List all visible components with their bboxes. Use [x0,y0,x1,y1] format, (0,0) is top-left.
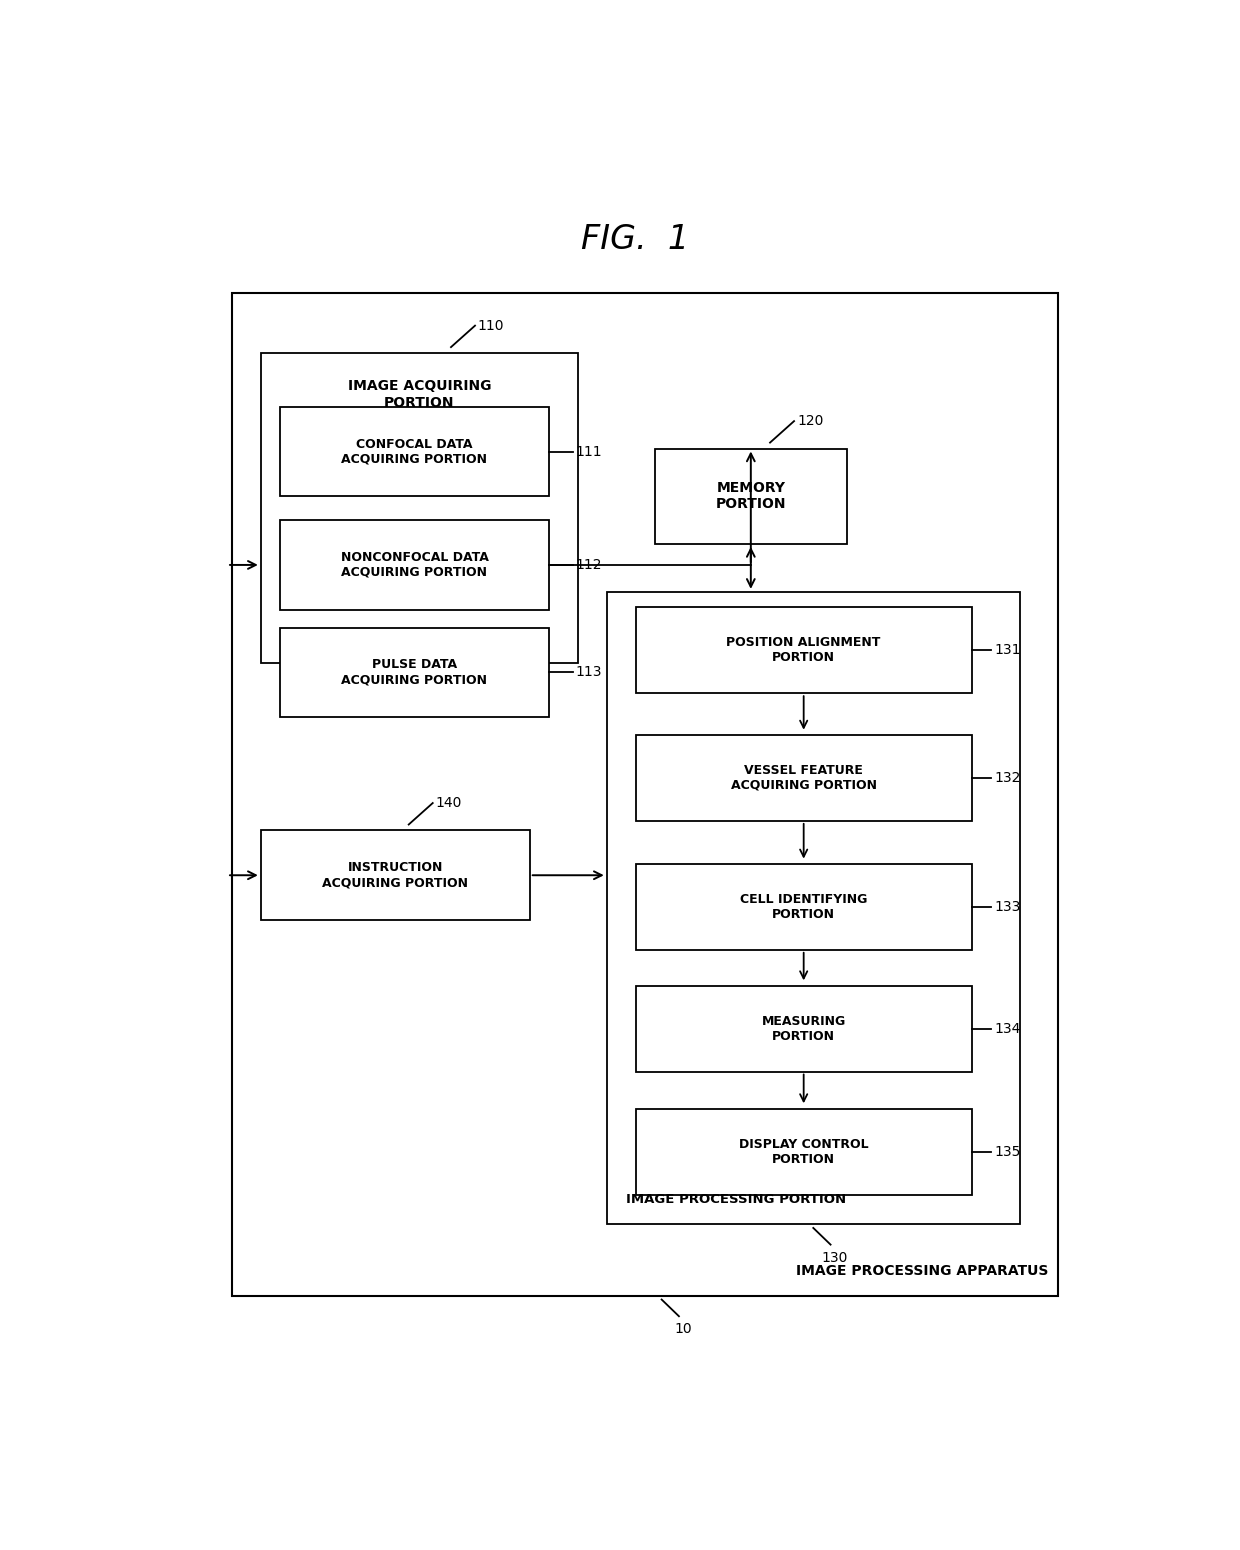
Bar [260,353,578,663]
Text: 132: 132 [994,770,1021,784]
Text: IMAGE PROCESSING APPARATUS: IMAGE PROCESSING APPARATUS [796,1265,1049,1279]
Text: 113: 113 [575,665,603,679]
Text: POSITION ALIGNMENT
PORTION: POSITION ALIGNMENT PORTION [727,636,880,665]
Text: INSTRUCTION
ACQUIRING PORTION: INSTRUCTION ACQUIRING PORTION [322,862,469,890]
Bar [635,608,972,693]
Bar [280,406,549,496]
Text: FIG.  1: FIG. 1 [582,223,689,256]
Text: DISPLAY CONTROL
PORTION: DISPLAY CONTROL PORTION [739,1138,868,1166]
Text: 140: 140 [435,797,463,811]
Bar [635,986,972,1071]
Text: CELL IDENTIFYING
PORTION: CELL IDENTIFYING PORTION [740,893,867,921]
Text: PULSE DATA
ACQUIRING PORTION: PULSE DATA ACQUIRING PORTION [341,659,487,687]
Text: 135: 135 [994,1144,1021,1158]
Text: 134: 134 [994,1021,1021,1035]
Text: CONFOCAL DATA
ACQUIRING PORTION: CONFOCAL DATA ACQUIRING PORTION [341,437,487,465]
Bar [635,863,972,950]
Bar [232,293,1059,1296]
Bar [635,1108,972,1195]
Text: 131: 131 [994,643,1021,657]
Bar [655,448,847,544]
Text: MEMORY
PORTION: MEMORY PORTION [715,480,786,512]
Text: MEASURING
PORTION: MEASURING PORTION [761,1015,846,1043]
Text: 112: 112 [575,558,603,572]
Text: 111: 111 [575,445,603,459]
Bar [260,831,529,921]
Text: VESSEL FEATURE
ACQUIRING PORTION: VESSEL FEATURE ACQUIRING PORTION [730,764,877,792]
Text: 10: 10 [675,1322,692,1336]
Bar [280,521,549,609]
Bar [280,628,549,718]
Text: 120: 120 [797,414,823,428]
Text: NONCONFOCAL DATA
ACQUIRING PORTION: NONCONFOCAL DATA ACQUIRING PORTION [341,550,489,580]
Text: 133: 133 [994,901,1021,914]
Text: 110: 110 [477,319,505,333]
Bar [606,592,1019,1224]
Bar [635,735,972,822]
Text: 130: 130 [821,1251,848,1265]
Text: IMAGE ACQUIRING
PORTION: IMAGE ACQUIRING PORTION [347,380,491,409]
Text: IMAGE PROCESSING PORTION: IMAGE PROCESSING PORTION [626,1194,846,1206]
